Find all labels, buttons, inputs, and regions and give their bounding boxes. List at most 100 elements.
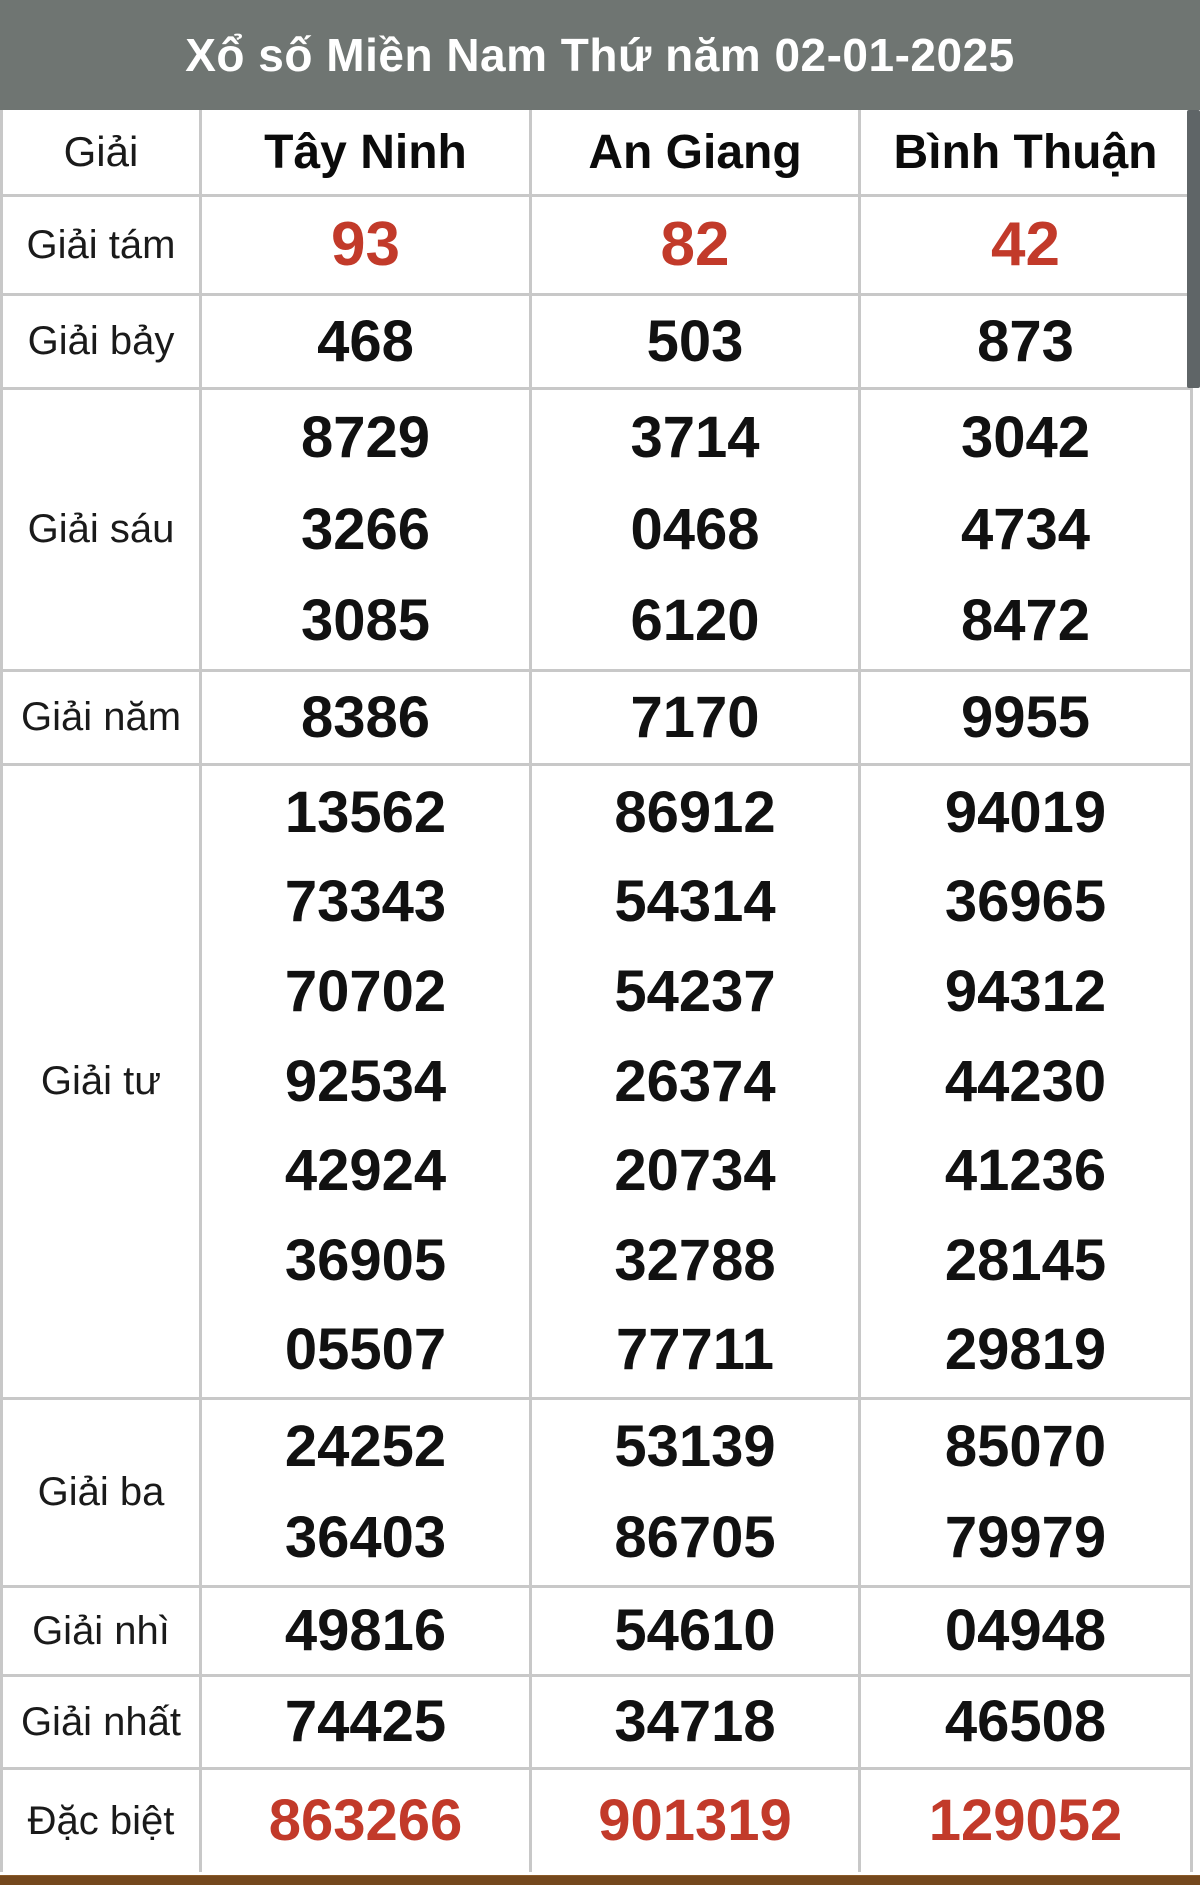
result-cell: 13562 73343 70702 92534 42924 36905 05507: [202, 766, 532, 1397]
result-cell: 9955: [861, 672, 1193, 763]
prize-label: Giải tư: [3, 766, 202, 1397]
prize-row: Giải sáu 8729 3266 3085 3714 0468 6120 3042 4734…: [3, 390, 1193, 672]
prize-label: Giải nhì: [3, 1588, 202, 1674]
result-number: 468: [317, 308, 414, 374]
result-number: 3714: [630, 404, 760, 470]
result-number: 24252: [284, 1414, 447, 1480]
result-cell: 468: [202, 296, 532, 387]
result-number: 4734: [960, 496, 1091, 562]
bottom-bar: [0, 1872, 1200, 1885]
prize-row: Giải nhì 49816 54610 04948: [3, 1588, 1193, 1677]
result-number: 7170: [630, 684, 760, 750]
result-number: 82: [660, 210, 730, 279]
result-number: 29819: [944, 1317, 1107, 1383]
result-number: 04948: [944, 1598, 1107, 1663]
result-cell: 93: [202, 197, 532, 293]
result-number: 26374: [614, 1048, 776, 1114]
scrollbar-thumb[interactable]: [1187, 110, 1200, 388]
result-number: 42: [991, 210, 1060, 279]
prize-row: Giải ba 24252 36403 53139 86705 85070 79979: [3, 1400, 1193, 1588]
prize-rows-container: Giải tám 93 82 42 Giải bảy 468 503 873 Giải sáu 8…: [3, 197, 1193, 1872]
result-number: 863266: [268, 1788, 463, 1853]
result-number: 36965: [944, 869, 1107, 935]
prize-label: Giải năm: [3, 672, 202, 763]
prize-label: Giải sáu: [3, 390, 202, 669]
result-number: 05507: [284, 1317, 447, 1383]
result-number: 0468: [630, 496, 760, 562]
result-number: 42924: [284, 1138, 447, 1204]
result-number: 74425: [284, 1689, 447, 1754]
result-number: 49816: [284, 1598, 447, 1663]
result-number: 129052: [928, 1788, 1123, 1853]
result-number: 13562: [284, 779, 447, 845]
result-number: 8386: [300, 684, 431, 750]
result-number: 46508: [944, 1689, 1107, 1754]
result-cell: 53139 86705: [532, 1400, 861, 1585]
result-number: 77711: [615, 1317, 775, 1383]
result-number: 20734: [614, 1138, 776, 1204]
province-column-header: Bình Thuận: [861, 110, 1193, 194]
result-cell: 7170: [532, 672, 861, 763]
result-cell: 54610: [532, 1588, 861, 1674]
result-number: 6120: [630, 588, 760, 654]
result-cell: 8386: [202, 672, 532, 763]
result-number: 79979: [944, 1504, 1107, 1570]
prize-label: Giải bảy: [3, 296, 202, 387]
result-number: 901319: [598, 1788, 792, 1853]
prize-row: Giải bảy 468 503 873: [3, 296, 1193, 390]
province-column-header: An Giang: [532, 110, 861, 194]
result-number: 3266: [300, 496, 431, 562]
prize-row: Đặc biệt 863266 901319 129052: [3, 1770, 1193, 1872]
result-number: 36905: [284, 1227, 447, 1293]
result-number: 34718: [614, 1689, 776, 1754]
result-number: 86912: [614, 779, 776, 845]
result-cell: 863266: [202, 1770, 532, 1872]
bottom-divider-bar: [0, 1875, 1200, 1885]
result-number: 53139: [614, 1414, 776, 1480]
result-number: 8472: [960, 588, 1091, 654]
result-cell: 04948: [861, 1588, 1193, 1674]
result-cell: 901319: [532, 1770, 861, 1872]
result-number: 54610: [614, 1598, 776, 1663]
prize-row: Giải năm 8386 7170 9955: [3, 672, 1193, 766]
result-cell: 86912 54314 54237 26374 20734 32788 77711: [532, 766, 861, 1397]
result-number: 9955: [960, 684, 1091, 750]
result-number: 54237: [614, 958, 776, 1024]
result-number: 73343: [284, 869, 447, 935]
table-header-row: Giải Tây Ninh An Giang Bình Thuận: [3, 110, 1193, 197]
result-cell: 74425: [202, 1677, 532, 1767]
results-table: Giải Tây Ninh An Giang Bình Thuận Giải t…: [0, 110, 1193, 1872]
page-title: Xổ số Miền Nam Thứ năm 02-01-2025: [185, 29, 1015, 81]
prize-column-header: Giải: [3, 110, 202, 194]
result-cell: 8729 3266 3085: [202, 390, 532, 669]
result-cell: 873: [861, 296, 1193, 387]
prize-label: Giải nhất: [3, 1677, 202, 1767]
result-number: 93: [331, 210, 400, 279]
prize-label: Giải tám: [3, 197, 202, 293]
result-number: 54314: [614, 869, 776, 935]
prize-label: Đặc biệt: [3, 1770, 202, 1872]
result-number: 41236: [944, 1138, 1107, 1204]
result-cell: 82: [532, 197, 861, 293]
title-bar: Xổ số Miền Nam Thứ năm 02-01-2025: [0, 0, 1200, 110]
result-cell: 42: [861, 197, 1193, 293]
result-number: 873: [977, 308, 1074, 374]
result-number: 28145: [944, 1227, 1107, 1293]
result-number: 503: [646, 308, 744, 374]
result-number: 32788: [614, 1227, 776, 1293]
result-cell: 94019 36965 94312 44230 41236 28145 29819: [861, 766, 1193, 1397]
result-number: 86705: [614, 1504, 776, 1570]
result-cell: 24252 36403: [202, 1400, 532, 1585]
result-number: 44230: [944, 1048, 1107, 1114]
result-number: 92534: [284, 1048, 447, 1114]
result-number: 36403: [284, 1504, 447, 1570]
result-number: 3085: [300, 588, 431, 654]
result-cell: 3714 0468 6120: [532, 390, 861, 669]
result-cell: 3042 4734 8472: [861, 390, 1193, 669]
result-number: 8729: [300, 404, 431, 470]
result-cell: 34718: [532, 1677, 861, 1767]
result-number: 70702: [284, 958, 447, 1024]
result-cell: 85070 79979: [861, 1400, 1193, 1585]
result-number: 3042: [960, 404, 1091, 470]
